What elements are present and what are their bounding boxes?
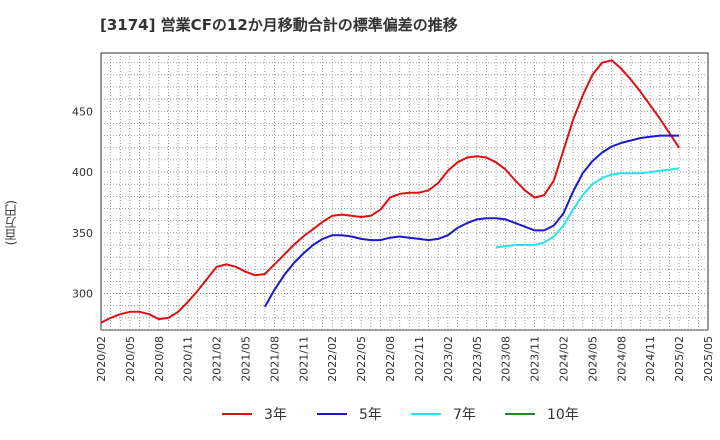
x-tick-label: 2020/05 bbox=[124, 336, 137, 382]
legend-label: 3年 bbox=[264, 407, 287, 423]
x-tick-label: 2020/08 bbox=[153, 336, 166, 382]
y-tick-labels: 300 350 400 450 bbox=[72, 105, 93, 300]
x-tick-label: 2023/05 bbox=[471, 336, 484, 382]
x-tick-label: 2025/02 bbox=[673, 336, 686, 382]
x-tick-label: 2023/11 bbox=[529, 336, 542, 382]
x-tick-label: 2025/05 bbox=[702, 336, 715, 382]
grid-lines bbox=[101, 53, 708, 331]
legend: 3年 5年 7年 10年 bbox=[222, 407, 579, 423]
x-tick-label: 2024/02 bbox=[557, 336, 570, 382]
x-tick-label: 2023/02 bbox=[442, 336, 455, 382]
series-line bbox=[263, 134, 680, 308]
x-tick-label: 2024/11 bbox=[644, 336, 657, 382]
x-tick-label: 2020/02 bbox=[95, 336, 108, 382]
legend-label: 10年 bbox=[547, 407, 579, 423]
x-tick-label: 2020/11 bbox=[182, 336, 195, 382]
x-tick-label: 2021/05 bbox=[240, 336, 253, 382]
x-tick-label: 2022/08 bbox=[384, 336, 397, 382]
x-tick-label: 2021/11 bbox=[297, 336, 310, 382]
y-tick-label: 400 bbox=[72, 166, 93, 179]
legend-label: 5年 bbox=[359, 407, 382, 423]
x-tick-labels: 2020/02 2020/05 2020/08 2020/11 2021/02 2021/… bbox=[95, 336, 715, 382]
series-line bbox=[100, 59, 680, 324]
legend-label: 7年 bbox=[453, 407, 476, 423]
chart-title: [3174] 営業CFの12か月移動合計の標準偏差の推移 bbox=[100, 16, 458, 34]
x-tick-label: 2021/02 bbox=[211, 336, 224, 382]
x-tick-label: 2021/08 bbox=[268, 336, 281, 382]
x-tick-label: 2022/02 bbox=[326, 336, 339, 382]
x-tick-label: 2024/05 bbox=[586, 336, 599, 382]
x-tick-label: 2022/11 bbox=[413, 336, 426, 382]
plot-area bbox=[100, 52, 709, 331]
series-line bbox=[495, 167, 680, 249]
y-tick-label: 300 bbox=[72, 288, 93, 301]
x-tick-label: 2024/08 bbox=[615, 336, 628, 382]
y-tick-label: 450 bbox=[72, 105, 93, 118]
series-lines bbox=[100, 59, 680, 324]
y-tick-label: 350 bbox=[72, 227, 93, 240]
x-tick-label: 2022/05 bbox=[355, 336, 368, 382]
x-tick-label: 2023/08 bbox=[500, 336, 513, 382]
